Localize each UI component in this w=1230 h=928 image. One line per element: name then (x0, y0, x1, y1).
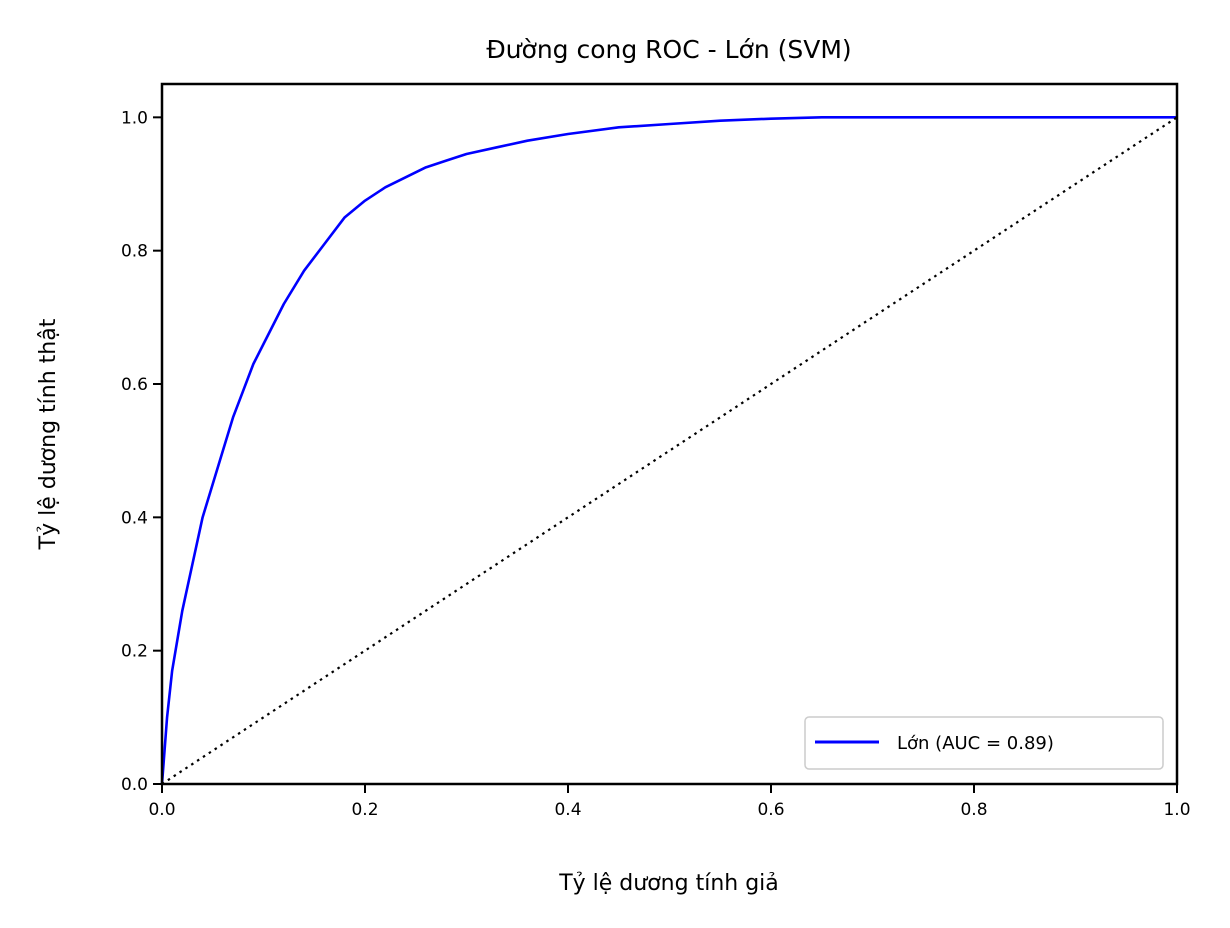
y-axis-label: Tỷ lệ dương tính thật (36, 318, 61, 550)
x-tick-label: 0.8 (960, 800, 987, 820)
x-tick-label: 0.6 (757, 800, 784, 820)
x-axis-ticks: 0.0 0.2 0.4 0.6 0.8 1.0 (148, 784, 1191, 820)
series-layer (160, 116, 1178, 785)
y-tick-label: 1.0 (121, 108, 148, 128)
legend-box (804, 716, 1164, 770)
x-tick-label: 0.4 (554, 800, 581, 820)
plot-frame (160, 82, 1179, 786)
legend: Lớn (AUC = 0.89) (804, 716, 1164, 770)
y-tick-label: 0.8 (121, 242, 148, 262)
y-tick-label: 0.6 (121, 375, 148, 395)
y-axis-ticks: 0.0 0.2 0.4 0.6 0.8 1.0 (121, 108, 162, 795)
x-axis-label: Tỷ lệ dương tính giả (558, 871, 779, 896)
x-tick-label: 0.0 (148, 800, 175, 820)
y-tick-label: 0.4 (121, 508, 148, 528)
y-tick-label: 0.2 (121, 642, 148, 662)
y-tick-label: 0.0 (121, 775, 148, 795)
x-tick-label: 0.2 (351, 800, 378, 820)
x-tick-label: 1.0 (1163, 800, 1190, 820)
legend-label: Lớn (AUC = 0.89) (897, 733, 1054, 754)
chart-title: Đường cong ROC - Lớn (SVM) (486, 35, 851, 64)
roc-curve-line (160, 116, 1177, 785)
